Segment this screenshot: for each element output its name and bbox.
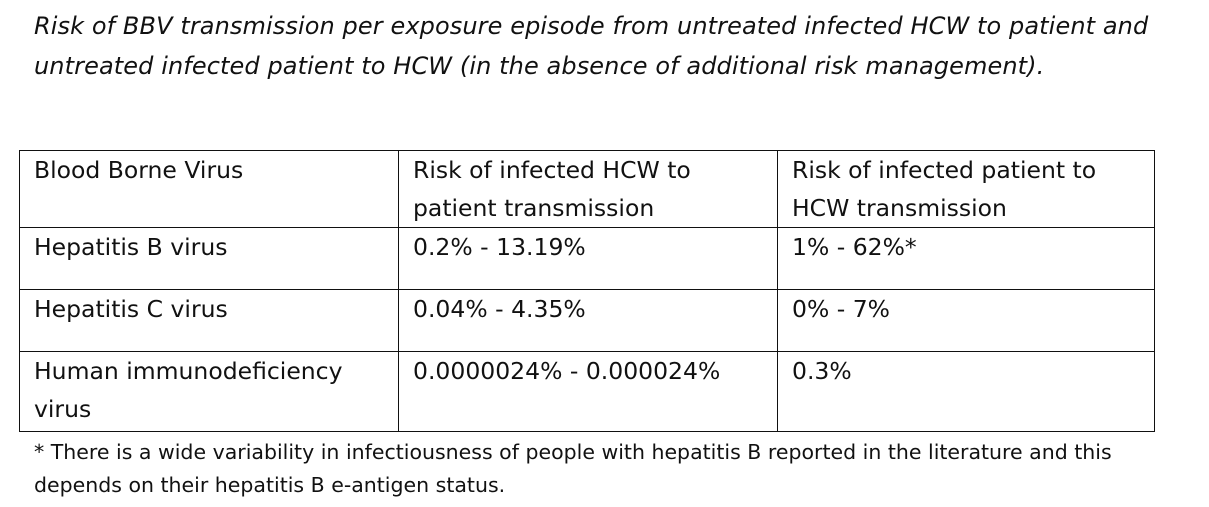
- table-row: Hepatitis B virus 0.2% - 13.19% 1% - 62%…: [19, 227, 1155, 290]
- table-caption: Risk of BBV transmission per exposure ep…: [34, 12, 1149, 80]
- cell-hcw-to-patient: 0.04% - 4.35%: [398, 289, 778, 352]
- cell-patient-to-hcw: 1% - 62%*: [777, 227, 1155, 290]
- cell-hcw-to-patient: 0.0000024% - 0.000024%: [398, 351, 778, 432]
- table-row: Human immunodeficiency virus 0.0000024% …: [19, 351, 1155, 432]
- table-row: Hepatitis C virus 0.04% - 4.35% 0% - 7%: [19, 289, 1155, 352]
- header-virus: Blood Borne Virus: [19, 150, 399, 228]
- cell-hcw-to-patient: 0.2% - 13.19%: [398, 227, 778, 290]
- header-patient-to-hcw: Risk of infected patient to HCW transmis…: [777, 150, 1155, 228]
- cell-virus: Human immunodeficiency virus: [19, 351, 399, 432]
- table-footnote: * There is a wide variability in infecti…: [34, 440, 1112, 497]
- table-header-row: Blood Borne Virus Risk of infected HCW t…: [19, 150, 1155, 228]
- bbv-risk-table: Blood Borne Virus Risk of infected HCW t…: [19, 150, 1155, 432]
- cell-patient-to-hcw: 0% - 7%: [777, 289, 1155, 352]
- cell-virus: Hepatitis C virus: [19, 289, 399, 352]
- cell-virus: Hepatitis B virus: [19, 227, 399, 290]
- header-hcw-to-patient: Risk of infected HCW to patient transmis…: [398, 150, 778, 228]
- cell-patient-to-hcw: 0.3%: [777, 351, 1155, 432]
